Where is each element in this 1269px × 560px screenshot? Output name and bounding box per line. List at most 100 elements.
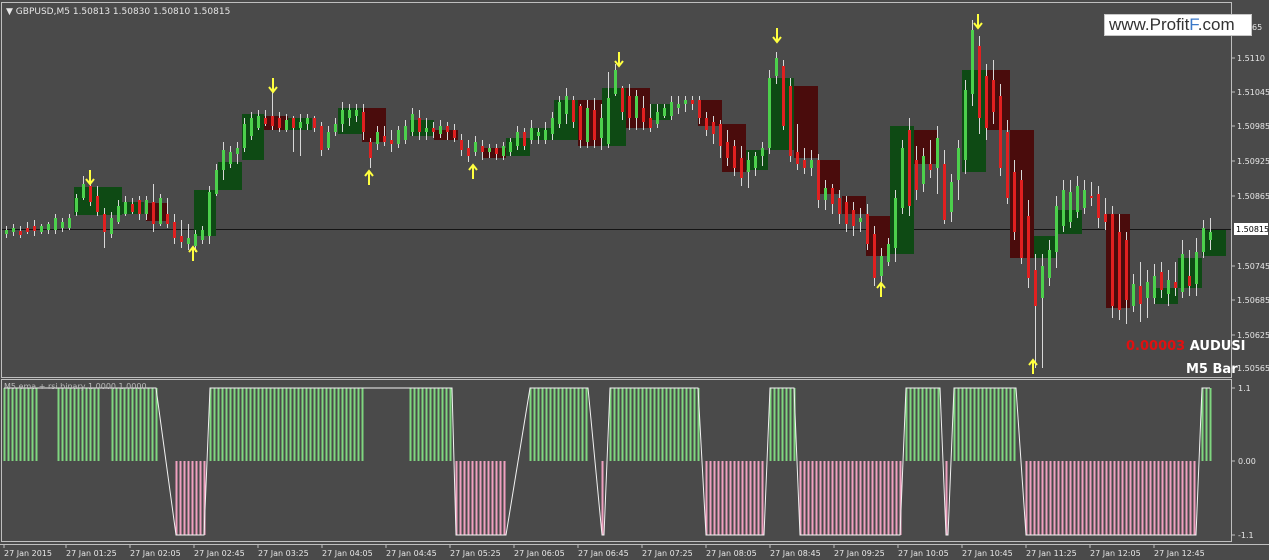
candle-body: [1083, 190, 1086, 208]
candle-body: [824, 188, 827, 200]
price-range-box: [698, 100, 722, 126]
candle-body: [488, 148, 491, 152]
candle-body: [782, 66, 785, 126]
candle-body: [166, 214, 169, 224]
candle-body: [418, 118, 421, 132]
buy-arrow-icon: [364, 169, 374, 185]
candle-body: [1062, 190, 1065, 226]
candle-body: [1167, 280, 1170, 294]
sell-arrow-icon: [85, 170, 95, 186]
candle-body: [306, 118, 309, 124]
candle-body: [950, 182, 953, 212]
candle-body: [719, 124, 722, 146]
time-axis-label: 27 Jan 09:25: [834, 549, 885, 558]
candle-body: [481, 146, 484, 152]
candle-body: [600, 118, 603, 138]
candle-body: [187, 238, 190, 244]
candle-body: [201, 230, 204, 240]
candle-body: [1104, 214, 1107, 222]
candle-body: [761, 148, 764, 156]
indicator-axis-label: 0.00: [1238, 457, 1256, 466]
price-range-box: [1202, 230, 1226, 256]
candle-body: [894, 198, 897, 248]
candle-body: [271, 116, 274, 126]
candle-body: [537, 132, 540, 136]
candle-body: [40, 226, 43, 232]
candle-body: [1195, 252, 1198, 284]
price-range-box: [818, 160, 840, 194]
candle-body: [117, 206, 120, 222]
candle-body: [663, 108, 666, 116]
candle-body: [348, 110, 351, 118]
candle-body: [152, 202, 155, 224]
candle-body: [789, 86, 792, 156]
candle-body: [110, 218, 113, 234]
candle-body: [999, 96, 1002, 168]
time-axis-label: 27 Jan 10:45: [962, 549, 1013, 558]
time-axis-label: 27 Jan 04:45: [386, 549, 437, 558]
candle-body: [698, 100, 701, 118]
candle-body: [530, 128, 533, 140]
candle-body: [901, 148, 904, 208]
time-axis-label: 27 Jan 08:45: [770, 549, 821, 558]
candle-body: [1041, 266, 1044, 298]
candle-body: [1048, 250, 1051, 278]
candle-body: [432, 128, 435, 132]
candle-body: [26, 228, 29, 232]
dropdown-triangle-icon[interactable]: ▼: [6, 7, 13, 17]
bar-label: M5 Bar: [1186, 362, 1238, 377]
candle-body: [544, 130, 547, 140]
buy-arrow-icon: [468, 163, 478, 179]
candle-body: [278, 118, 281, 128]
price-range-box: [194, 190, 216, 236]
candle-body: [194, 234, 197, 246]
candle-body: [712, 122, 715, 134]
candle-body: [439, 126, 442, 134]
candle-body: [75, 198, 78, 212]
price-range-box: [434, 130, 458, 140]
candle-body: [180, 236, 183, 242]
candle-body: [880, 256, 883, 276]
candle-body: [5, 230, 8, 234]
candle-body: [138, 200, 141, 214]
candle-body: [586, 108, 589, 142]
candle-body: [656, 112, 659, 124]
candle-body: [754, 156, 757, 168]
sell-arrow-icon: [973, 14, 983, 30]
current-price-label: 1.50815: [1236, 225, 1269, 234]
candle-body: [684, 100, 687, 104]
price-axis-label: 1.50865: [1237, 192, 1269, 201]
time-axis-label: 27 Jan 12:05: [1090, 549, 1141, 558]
candle-body: [369, 142, 372, 158]
candle-body: [285, 120, 288, 130]
candle-body: [124, 202, 127, 214]
time-axis-label: 27 Jan 03:25: [258, 549, 309, 558]
candle-body: [264, 118, 267, 124]
candle-body: [208, 192, 211, 236]
candle-body: [803, 160, 806, 168]
price-axis-label: 1.50745: [1237, 262, 1269, 271]
price-axis-label: 1.50685: [1237, 296, 1269, 305]
candle-body: [1174, 282, 1177, 288]
candle-body: [1209, 232, 1212, 240]
chart-title: ▼ GBPUSD,M5 1.50813 1.50830 1.50810 1.50…: [6, 7, 230, 17]
candle-body: [1111, 214, 1114, 306]
candle-body: [1139, 286, 1142, 304]
candle-body: [971, 30, 974, 94]
price-axis-label: 1.51045: [1237, 88, 1269, 97]
candle-body: [1188, 276, 1191, 286]
candle-body: [341, 110, 344, 124]
price-range-box: [146, 203, 168, 221]
time-axis-label: 27 Jan 01:25: [66, 549, 117, 558]
price-range-box: [866, 216, 890, 256]
candle-body: [257, 116, 260, 128]
candle-body: [747, 160, 750, 172]
candle-body: [390, 140, 393, 144]
candle-body: [691, 100, 694, 104]
candle-body: [621, 88, 624, 112]
candle-body: [1034, 270, 1037, 306]
candle-body: [236, 148, 239, 154]
price-range-box: [530, 128, 554, 140]
candle-body: [292, 118, 295, 128]
